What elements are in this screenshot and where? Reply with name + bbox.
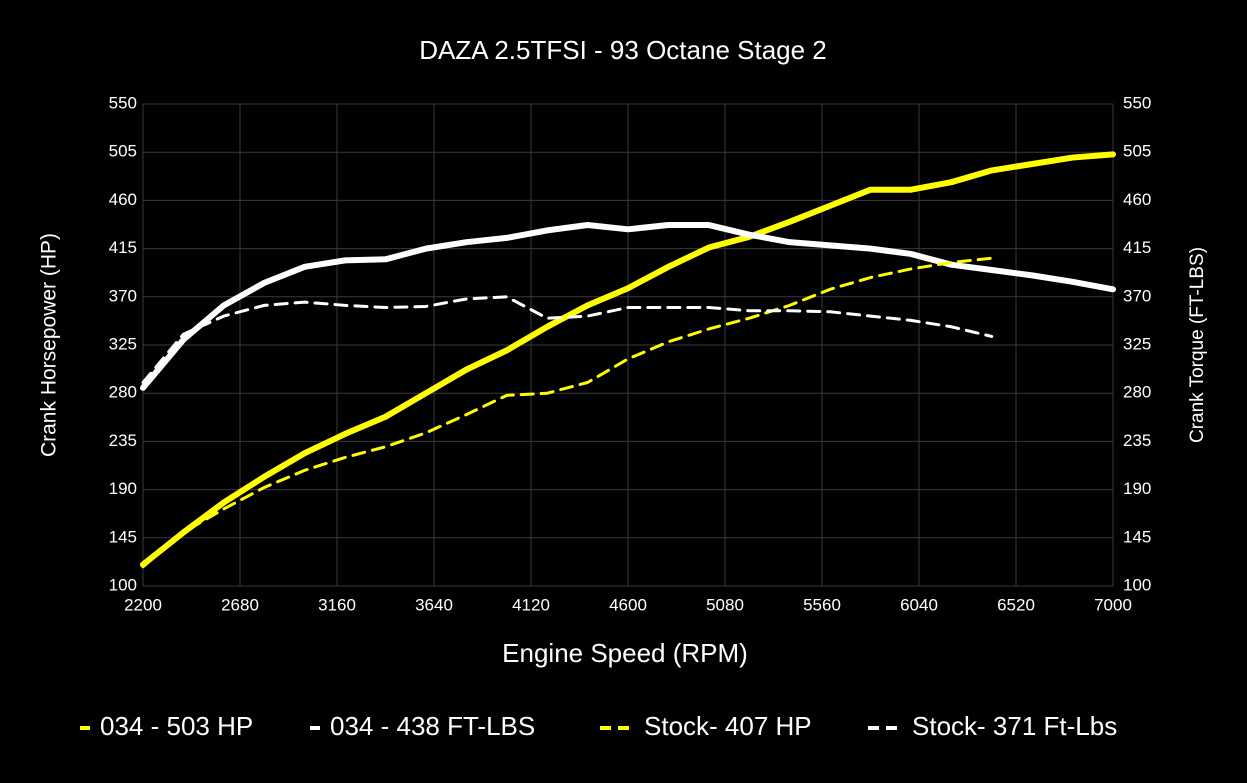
- x-tick-label: 2200: [124, 595, 162, 614]
- y2-tick-label: 505: [1123, 142, 1151, 161]
- x-tick-label: 3640: [415, 595, 453, 614]
- y-tick-label: 235: [109, 431, 137, 450]
- y-tick-label: 190: [109, 479, 137, 498]
- y-tick-label: 100: [109, 575, 137, 594]
- series-line: [140, 151, 1116, 568]
- series-line: [141, 256, 994, 569]
- y-tick-label: 550: [109, 93, 137, 112]
- x-tick-label: 6520: [997, 595, 1035, 614]
- y2-tick-label: 190: [1123, 479, 1151, 498]
- x-tick-label: 5560: [803, 595, 841, 614]
- x-tick-label: 2680: [221, 595, 259, 614]
- y2-tick-label: 280: [1123, 383, 1151, 402]
- legend-label: Stock- 371 Ft-Lbs: [912, 711, 1117, 741]
- x-tick-label: 6040: [900, 595, 938, 614]
- y-tick-label: 460: [109, 190, 137, 209]
- y2-axis-title: Crank Torque (FT-LBS): [1187, 247, 1208, 443]
- x-tick-label: 7000: [1094, 595, 1132, 614]
- y2-tick-label: 415: [1123, 238, 1151, 257]
- series-line: [140, 222, 1116, 391]
- x-tick-label: 4120: [512, 595, 550, 614]
- y-tick-label: 505: [109, 142, 137, 161]
- y-tick-label: 280: [109, 383, 137, 402]
- x-tick-label: 4600: [609, 595, 647, 614]
- y2-tick-label: 100: [1123, 575, 1151, 594]
- y-tick-label: 325: [109, 334, 137, 353]
- y-tick-label: 415: [109, 238, 137, 257]
- y-tick-label: 370: [109, 286, 137, 305]
- y-tick-label: 145: [109, 527, 137, 546]
- y2-tick-label: 550: [1123, 93, 1151, 112]
- legend-label: Stock- 407 HP: [644, 711, 812, 741]
- y2-tick-label: 235: [1123, 431, 1151, 450]
- legend-label: 034 - 438 FT-LBS: [330, 711, 535, 741]
- y2-tick-label: 370: [1123, 286, 1151, 305]
- y-axis-title: Crank Horsepower (HP): [38, 233, 61, 457]
- series-line: [141, 295, 994, 384]
- legend-label: 034 - 503 HP: [100, 711, 253, 741]
- x-tick-label: 5080: [706, 595, 744, 614]
- y2-tick-label: 145: [1123, 527, 1151, 546]
- chart-title: DAZA 2.5TFSI - 93 Octane Stage 2: [419, 35, 827, 65]
- x-tick-label: 3160: [318, 595, 356, 614]
- x-axis-title: Engine Speed (RPM): [502, 638, 748, 668]
- y2-tick-label: 460: [1123, 190, 1151, 209]
- y2-tick-label: 325: [1123, 334, 1151, 353]
